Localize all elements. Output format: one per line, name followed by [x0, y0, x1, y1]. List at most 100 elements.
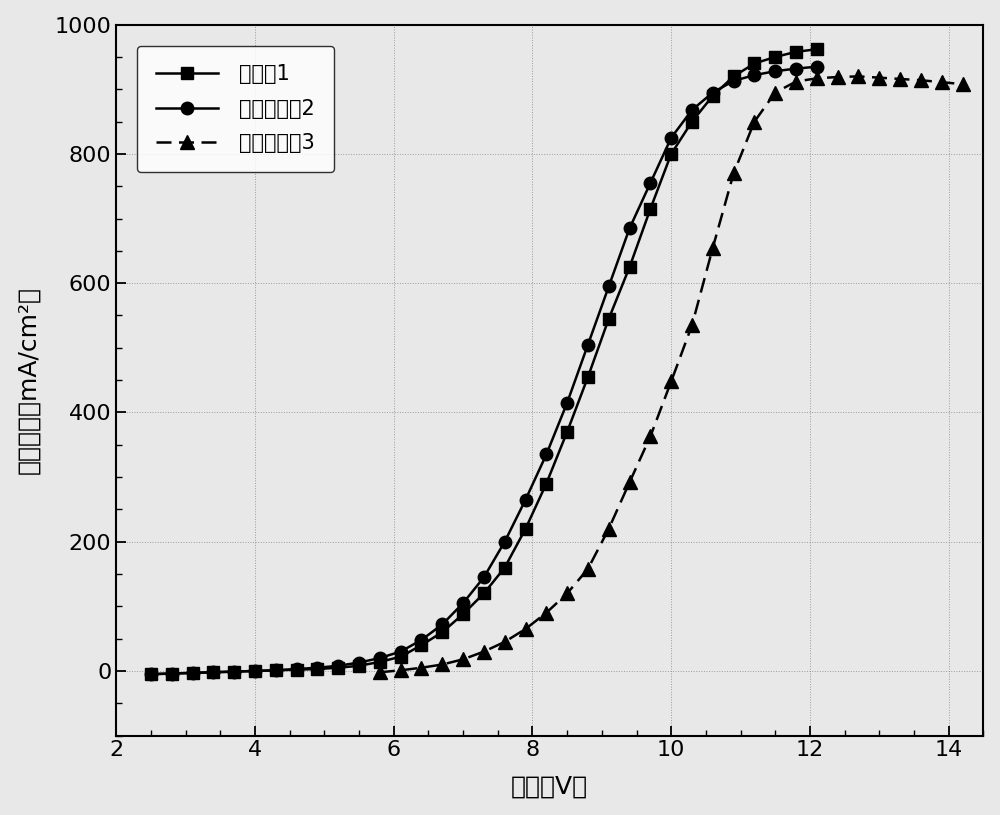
- 对比实施例2: [374, 653, 386, 663]
- Y-axis label: 电流密度（mA/cm²）: 电流密度（mA/cm²）: [17, 286, 41, 474]
- 对比实施例2: [415, 635, 427, 645]
- 实施例1: [207, 667, 219, 677]
- 对比实施例2: [499, 537, 511, 547]
- 对比实施例2: [540, 450, 552, 460]
- 对比实施例3: [873, 73, 885, 82]
- 对比实施例2: [270, 665, 282, 675]
- Line: 对比实施例3: 对比实施例3: [373, 69, 969, 679]
- 对比实施例2: [665, 133, 677, 143]
- 对比实施例2: [707, 88, 719, 98]
- 实施例1: [686, 117, 698, 126]
- 实施例1: [707, 90, 719, 100]
- 对比实施例3: [957, 79, 969, 89]
- 对比实施例3: [686, 320, 698, 330]
- 对比实施例3: [748, 117, 760, 126]
- 对比实施例2: [436, 619, 448, 629]
- 对比实施例2: [728, 76, 740, 86]
- 对比实施例3: [499, 637, 511, 647]
- 对比实施例3: [894, 74, 906, 84]
- 实施例1: [582, 372, 594, 381]
- 对比实施例3: [374, 667, 386, 677]
- 对比实施例3: [707, 243, 719, 253]
- 对比实施例3: [436, 659, 448, 669]
- Legend: 实施例1, 对比实施例2, 对比实施例3: 实施例1, 对比实施例2, 对比实施例3: [137, 46, 334, 172]
- 实施例1: [811, 44, 823, 54]
- 实施例1: [374, 657, 386, 667]
- 对比实施例2: [686, 105, 698, 115]
- 对比实施例2: [644, 178, 656, 188]
- 对比实施例2: [395, 646, 407, 656]
- 对比实施例3: [561, 588, 573, 598]
- 对比实施例3: [644, 431, 656, 441]
- 实施例1: [644, 204, 656, 214]
- 对比实施例2: [769, 66, 781, 76]
- 对比实施例2: [249, 666, 261, 676]
- 对比实施例2: [145, 669, 157, 679]
- 实施例1: [499, 562, 511, 572]
- 对比实施例3: [915, 75, 927, 85]
- 实施例1: [311, 664, 323, 674]
- 对比实施例3: [478, 646, 490, 656]
- 实施例1: [395, 652, 407, 662]
- 实施例1: [145, 669, 157, 679]
- 对比实施例3: [832, 72, 844, 82]
- 实施例1: [624, 262, 636, 272]
- 对比实施例3: [457, 654, 469, 664]
- 实施例1: [270, 665, 282, 675]
- 对比实施例3: [769, 88, 781, 98]
- 对比实施例2: [457, 598, 469, 608]
- 对比实施例3: [520, 624, 532, 634]
- 对比实施例2: [291, 664, 303, 674]
- 对比实施例3: [936, 77, 948, 87]
- 对比实施例3: [665, 377, 677, 386]
- 对比实施例2: [520, 495, 532, 504]
- 对比实施例3: [395, 665, 407, 675]
- 实施例1: [561, 427, 573, 437]
- 实施例1: [769, 52, 781, 62]
- 实施例1: [478, 588, 490, 598]
- X-axis label: 电压（V）: 电压（V）: [511, 774, 588, 799]
- 对比实施例2: [478, 572, 490, 582]
- 对比实施例2: [353, 658, 365, 667]
- 实施例1: [603, 314, 615, 324]
- 对比实施例3: [790, 77, 802, 86]
- 对比实施例2: [332, 661, 344, 671]
- 对比实施例3: [603, 524, 615, 534]
- 对比实施例2: [228, 667, 240, 676]
- 对比实施例2: [166, 668, 178, 678]
- 对比实施例3: [728, 169, 740, 178]
- 对比实施例3: [540, 608, 552, 618]
- Line: 实施例1: 实施例1: [145, 43, 823, 681]
- 对比实施例2: [582, 340, 594, 350]
- 实施例1: [457, 609, 469, 619]
- 对比实施例2: [311, 663, 323, 672]
- Line: 对比实施例2: 对比实施例2: [145, 60, 823, 681]
- 对比实施例2: [624, 223, 636, 233]
- 实施例1: [415, 641, 427, 650]
- 对比实施例2: [603, 281, 615, 291]
- 实施例1: [332, 663, 344, 672]
- 实施例1: [228, 667, 240, 676]
- 对比实施例3: [582, 564, 594, 574]
- 实施例1: [665, 149, 677, 159]
- 实施例1: [790, 47, 802, 57]
- 对比实施例3: [852, 72, 864, 82]
- 实施例1: [166, 668, 178, 678]
- 实施例1: [520, 524, 532, 534]
- 实施例1: [249, 666, 261, 676]
- 对比实施例3: [624, 478, 636, 487]
- 对比实施例2: [748, 70, 760, 80]
- 对比实施例3: [811, 73, 823, 83]
- 实施例1: [187, 668, 199, 678]
- 实施例1: [436, 628, 448, 637]
- 实施例1: [353, 661, 365, 671]
- 对比实施例2: [811, 62, 823, 72]
- 实施例1: [540, 478, 552, 488]
- 对比实施例2: [790, 64, 802, 73]
- 实施例1: [728, 72, 740, 82]
- 对比实施例2: [207, 667, 219, 677]
- 实施例1: [748, 59, 760, 68]
- 对比实施例3: [415, 663, 427, 672]
- 对比实施例2: [187, 668, 199, 678]
- 实施例1: [291, 665, 303, 675]
